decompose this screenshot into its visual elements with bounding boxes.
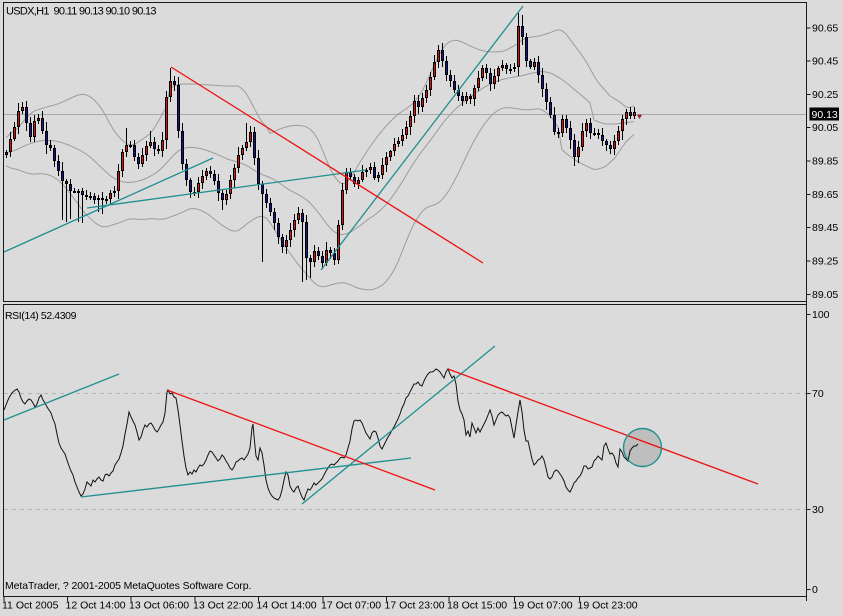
svg-text:12 Oct 14:00: 12 Oct 14:00 <box>66 600 126 612</box>
svg-text:0: 0 <box>812 584 818 596</box>
svg-text:17 Oct 07:00: 17 Oct 07:00 <box>321 600 381 612</box>
svg-text:89.45: 89.45 <box>812 222 838 234</box>
svg-text:17 Oct 23:00: 17 Oct 23:00 <box>385 600 445 612</box>
svg-text:70: 70 <box>812 388 824 400</box>
svg-text:89.25: 89.25 <box>812 255 838 267</box>
svg-text:13 Oct 06:00: 13 Oct 06:00 <box>129 600 189 612</box>
svg-text:MetaTrader, ? 2001-2005 MetaQu: MetaTrader, ? 2001-2005 MetaQuotes Softw… <box>5 580 251 592</box>
svg-text:19 Oct 23:00: 19 Oct 23:00 <box>578 600 638 612</box>
svg-text:89.85: 89.85 <box>812 156 838 168</box>
svg-text:14 Oct 14:00: 14 Oct 14:00 <box>257 600 317 612</box>
svg-text:90.25: 90.25 <box>812 89 838 101</box>
svg-text:RSI(14) 52.4309: RSI(14) 52.4309 <box>5 310 77 322</box>
svg-text:90.45: 90.45 <box>812 56 838 68</box>
svg-text:19 Oct 07:00: 19 Oct 07:00 <box>513 600 573 612</box>
svg-text:18 Oct 15:00: 18 Oct 15:00 <box>447 600 507 612</box>
svg-text:100: 100 <box>812 309 830 321</box>
svg-text:89.05: 89.05 <box>812 289 838 301</box>
svg-text:11 Oct 2005: 11 Oct 2005 <box>2 600 59 612</box>
svg-text:89.65: 89.65 <box>812 189 838 201</box>
svg-text:90.65: 90.65 <box>812 22 838 34</box>
svg-text:90.13: 90.13 <box>812 109 838 121</box>
svg-text:90.05: 90.05 <box>812 122 838 134</box>
svg-text:USDX,H1 90.11 90.13 90.10 90.: USDX,H1 90.11 90.13 90.10 90.13 <box>6 6 156 18</box>
svg-text:30: 30 <box>812 504 824 516</box>
svg-text:13 Oct 22:00: 13 Oct 22:00 <box>193 600 253 612</box>
